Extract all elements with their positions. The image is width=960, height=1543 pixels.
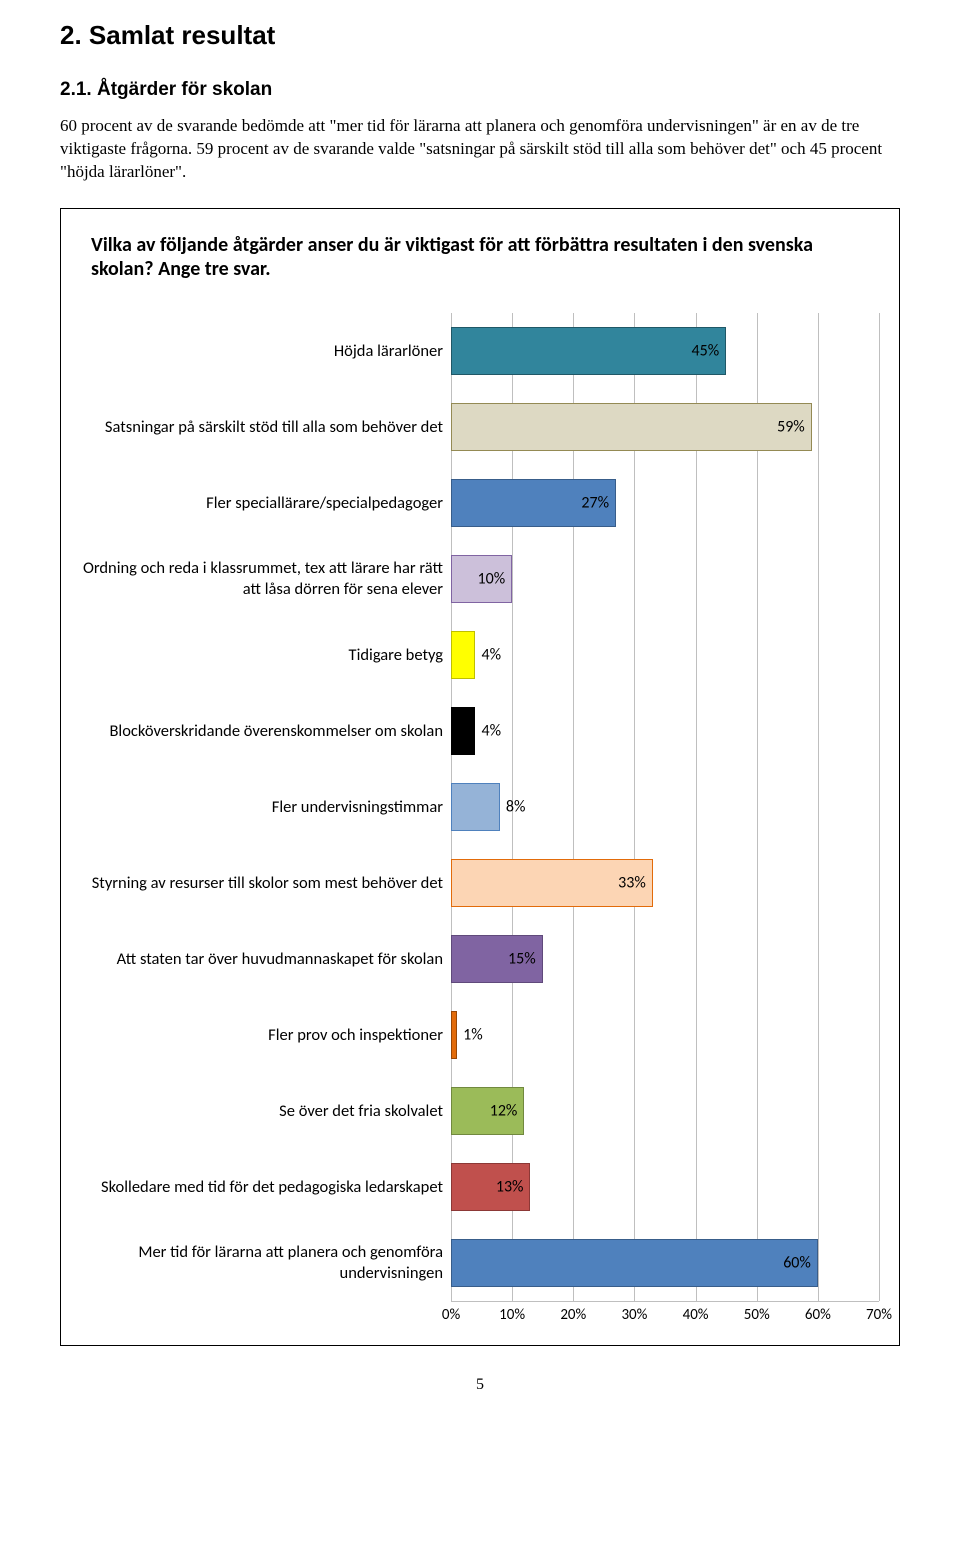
bar: 33% — [451, 859, 653, 907]
bar-value: 1% — [457, 1025, 483, 1044]
bar-value: 10% — [477, 569, 505, 588]
bar-label: Satsningar på särskilt stöd till alla so… — [81, 389, 451, 465]
x-axis-tick: 50% — [744, 1306, 770, 1324]
bar-row: 27% — [451, 465, 879, 541]
bar-label: Att staten tar över huvudmannaskapet för… — [81, 921, 451, 997]
bar-label: Ordning och reda i klassrummet, tex att … — [81, 541, 451, 617]
bar: 45% — [451, 327, 726, 375]
bar-label: Skolledare med tid för det pedagogiska l… — [81, 1149, 451, 1225]
chart-bars: 45% 59% 27% 10% 4% 4% 8% 33% 15% 1% 12% 13% 60% — [451, 313, 879, 1301]
bar-value: 4% — [475, 721, 501, 740]
bar-value: 60% — [783, 1253, 811, 1272]
bar-row: 45% — [451, 313, 879, 389]
bar-value: 4% — [475, 645, 501, 664]
bar: 15% — [451, 935, 543, 983]
chart-x-axis: 0%10%20%30%40%50%60%70% — [451, 1301, 879, 1325]
bar-label: Blocköverskridande överenskommelser om s… — [81, 693, 451, 769]
bar-row: 10% — [451, 541, 879, 617]
bar-label: Se över det fria skolvalet — [81, 1073, 451, 1149]
bar-label: Styrning av resurser till skolor som mes… — [81, 845, 451, 921]
chart-title: Vilka av följande åtgärder anser du är v… — [81, 233, 879, 281]
bar-label: Fler speciallärare/specialpedagoger — [81, 465, 451, 541]
bar-value: 8% — [500, 797, 526, 816]
bar — [451, 707, 475, 755]
grid-line — [879, 313, 880, 1301]
bar: 13% — [451, 1163, 530, 1211]
x-axis-tick: 10% — [499, 1306, 525, 1324]
page-number: 5 — [60, 1376, 900, 1394]
bar: 12% — [451, 1087, 524, 1135]
bar-label: Höjda lärarlöner — [81, 313, 451, 389]
body-paragraph: 60 procent av de svarande bedömde att "m… — [60, 115, 900, 184]
chart-labels-column: Höjda lärarlönerSatsningar på särskilt s… — [81, 313, 451, 1301]
x-axis-tick: 70% — [866, 1306, 892, 1324]
x-axis-tick: 60% — [805, 1306, 831, 1324]
bar: 60% — [451, 1239, 818, 1287]
bar: 10% — [451, 555, 512, 603]
x-axis-tick: 40% — [683, 1306, 709, 1324]
x-axis-tick: 20% — [560, 1306, 586, 1324]
chart-bars-column: 45% 59% 27% 10% 4% 4% 8% 33% 15% 1% 12% 13% 60% — [451, 313, 879, 1301]
bar-row: 12% — [451, 1073, 879, 1149]
x-axis-tick: 0% — [442, 1306, 460, 1324]
bar-row: 4% — [451, 617, 879, 693]
x-axis-tick: 30% — [621, 1306, 647, 1324]
chart-plot-area: Höjda lärarlönerSatsningar på särskilt s… — [81, 313, 879, 1301]
bar-label: Mer tid för lärarna att planera och geno… — [81, 1225, 451, 1301]
bar-row: 4% — [451, 693, 879, 769]
bar-value: 15% — [508, 949, 536, 968]
bar — [451, 783, 500, 831]
bar-row: 1% — [451, 997, 879, 1073]
chart-x-axis-ticks: 0%10%20%30%40%50%60%70% — [451, 1301, 879, 1325]
bar-label: Fler undervisningstimmar — [81, 769, 451, 845]
bar — [451, 631, 475, 679]
bar-row: 15% — [451, 921, 879, 997]
bar-row: 8% — [451, 769, 879, 845]
chart-container: Vilka av följande åtgärder anser du är v… — [60, 208, 900, 1346]
bar-value: 33% — [618, 873, 646, 892]
bar-value: 45% — [691, 341, 719, 360]
bar-value: 27% — [581, 493, 609, 512]
bar — [451, 1011, 457, 1059]
bar: 27% — [451, 479, 616, 527]
bar-row: 33% — [451, 845, 879, 921]
bar-value: 12% — [490, 1101, 518, 1120]
bar-label: Tidigare betyg — [81, 617, 451, 693]
bar-row: 60% — [451, 1225, 879, 1301]
section-heading-1: 2. Samlat resultat — [60, 20, 900, 51]
bar-row: 59% — [451, 389, 879, 465]
bar-row: 13% — [451, 1149, 879, 1225]
section-heading-2: 2.1. Åtgärder för skolan — [60, 79, 900, 101]
bar-label: Fler prov och inspektioner — [81, 997, 451, 1073]
bar-value: 13% — [496, 1177, 524, 1196]
bar: 59% — [451, 403, 812, 451]
bar-value: 59% — [777, 417, 805, 436]
